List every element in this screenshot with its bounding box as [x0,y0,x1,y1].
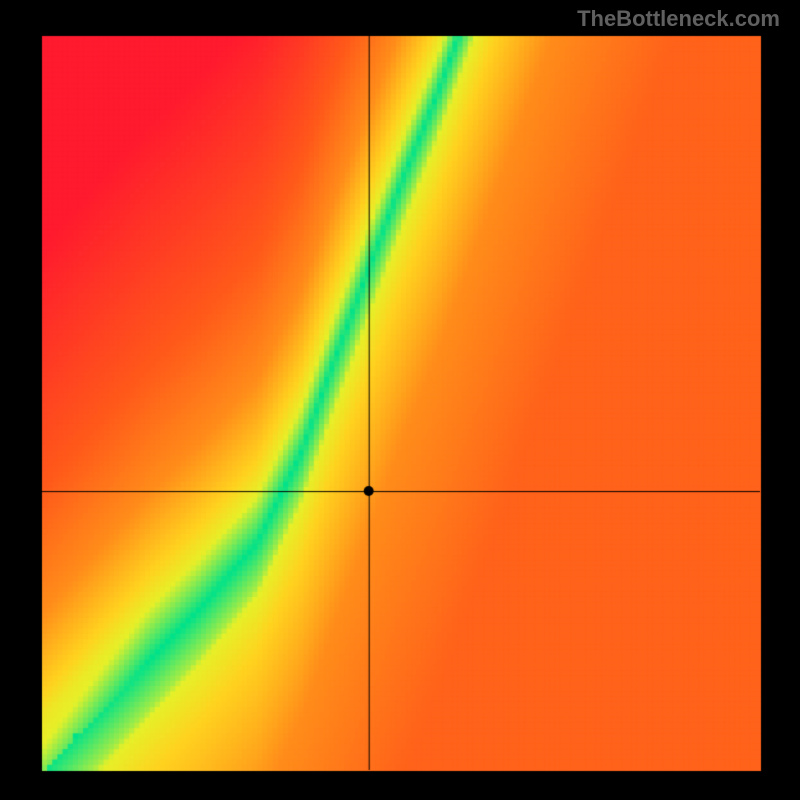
watermark-text: TheBottleneck.com [577,6,780,32]
bottleneck-heatmap [0,0,800,800]
